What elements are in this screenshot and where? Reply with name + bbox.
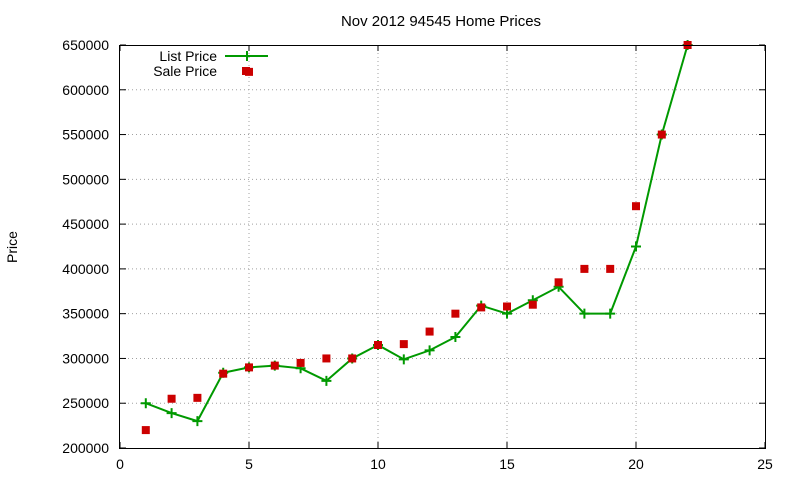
- sale-price-point: [580, 264, 589, 273]
- y-tick-label: 200000: [62, 440, 109, 456]
- legend-marker-sale-price: [242, 67, 250, 75]
- plot-frame: [119, 45, 766, 449]
- series-0: [140, 40, 693, 427]
- y-tick-label: 600000: [62, 82, 109, 98]
- sale-price-point: [528, 300, 537, 309]
- sale-price-point: [632, 202, 640, 211]
- sale-price-point: [554, 278, 563, 287]
- legend-label-sale-price: Sale Price: [153, 63, 217, 79]
- sale-price-point: [348, 354, 357, 363]
- chart-title: Nov 2012 94545 Home Prices: [341, 13, 541, 30]
- y-tick-label: 650000: [62, 37, 109, 53]
- y-tick-label: 350000: [62, 306, 109, 322]
- list-price-point: [140, 398, 151, 409]
- plot-series: [140, 40, 693, 435]
- list-price-point: [192, 416, 203, 427]
- legend: List Price Sale Price: [153, 48, 268, 79]
- sale-price-point: [425, 327, 434, 336]
- y-tick-label: 400000: [62, 261, 109, 277]
- y-tick-label: 450000: [62, 216, 109, 232]
- x-tick-label: 10: [370, 456, 386, 472]
- sale-price-point: [322, 354, 331, 363]
- list-price-point: [398, 354, 409, 365]
- sale-price-point: [245, 363, 253, 372]
- list-price-line: [145, 44, 689, 423]
- y-tick-label: 300000: [62, 350, 109, 366]
- sale-price-point: [657, 130, 666, 139]
- legend-marker-list-price: [242, 51, 252, 61]
- list-price-point: [321, 375, 332, 386]
- list-price-point: [605, 308, 616, 319]
- sale-price-point: [477, 303, 486, 312]
- y-tick-label: 550000: [62, 127, 109, 143]
- list-price-point: [631, 241, 641, 252]
- axis-ticks: 0 5 10 15 20 25 200000 250000 300000 350000 400000…: [62, 37, 773, 472]
- sale-price-point: [141, 426, 150, 435]
- sale-price-point: [167, 394, 176, 403]
- sale-price-point: [374, 341, 382, 350]
- sale-price-point: [606, 264, 615, 273]
- legend-label-list-price: List Price: [159, 48, 217, 64]
- list-price-point: [424, 345, 435, 356]
- x-tick-label: 25: [757, 456, 773, 472]
- sale-price-point: [503, 302, 511, 311]
- list-price-point: [450, 331, 461, 342]
- sale-price-point: [451, 309, 460, 318]
- y-tick-label: 500000: [62, 171, 109, 187]
- sale-price-point: [399, 340, 408, 349]
- series-1: [141, 41, 692, 435]
- grid-lines: [120, 45, 765, 448]
- x-tick-label: 5: [245, 456, 253, 472]
- list-price-point: [579, 308, 590, 319]
- sale-price-point: [270, 361, 279, 370]
- sale-price-point: [193, 393, 202, 402]
- sale-price-point: [219, 369, 228, 378]
- list-price-point: [166, 408, 177, 419]
- y-tick-label: 250000: [62, 395, 109, 411]
- x-tick-label: 15: [499, 456, 515, 472]
- x-tick-label: 0: [116, 456, 124, 472]
- sale-price-point: [296, 358, 305, 367]
- y-axis-label: Price: [4, 231, 20, 263]
- x-tick-label: 20: [628, 456, 644, 472]
